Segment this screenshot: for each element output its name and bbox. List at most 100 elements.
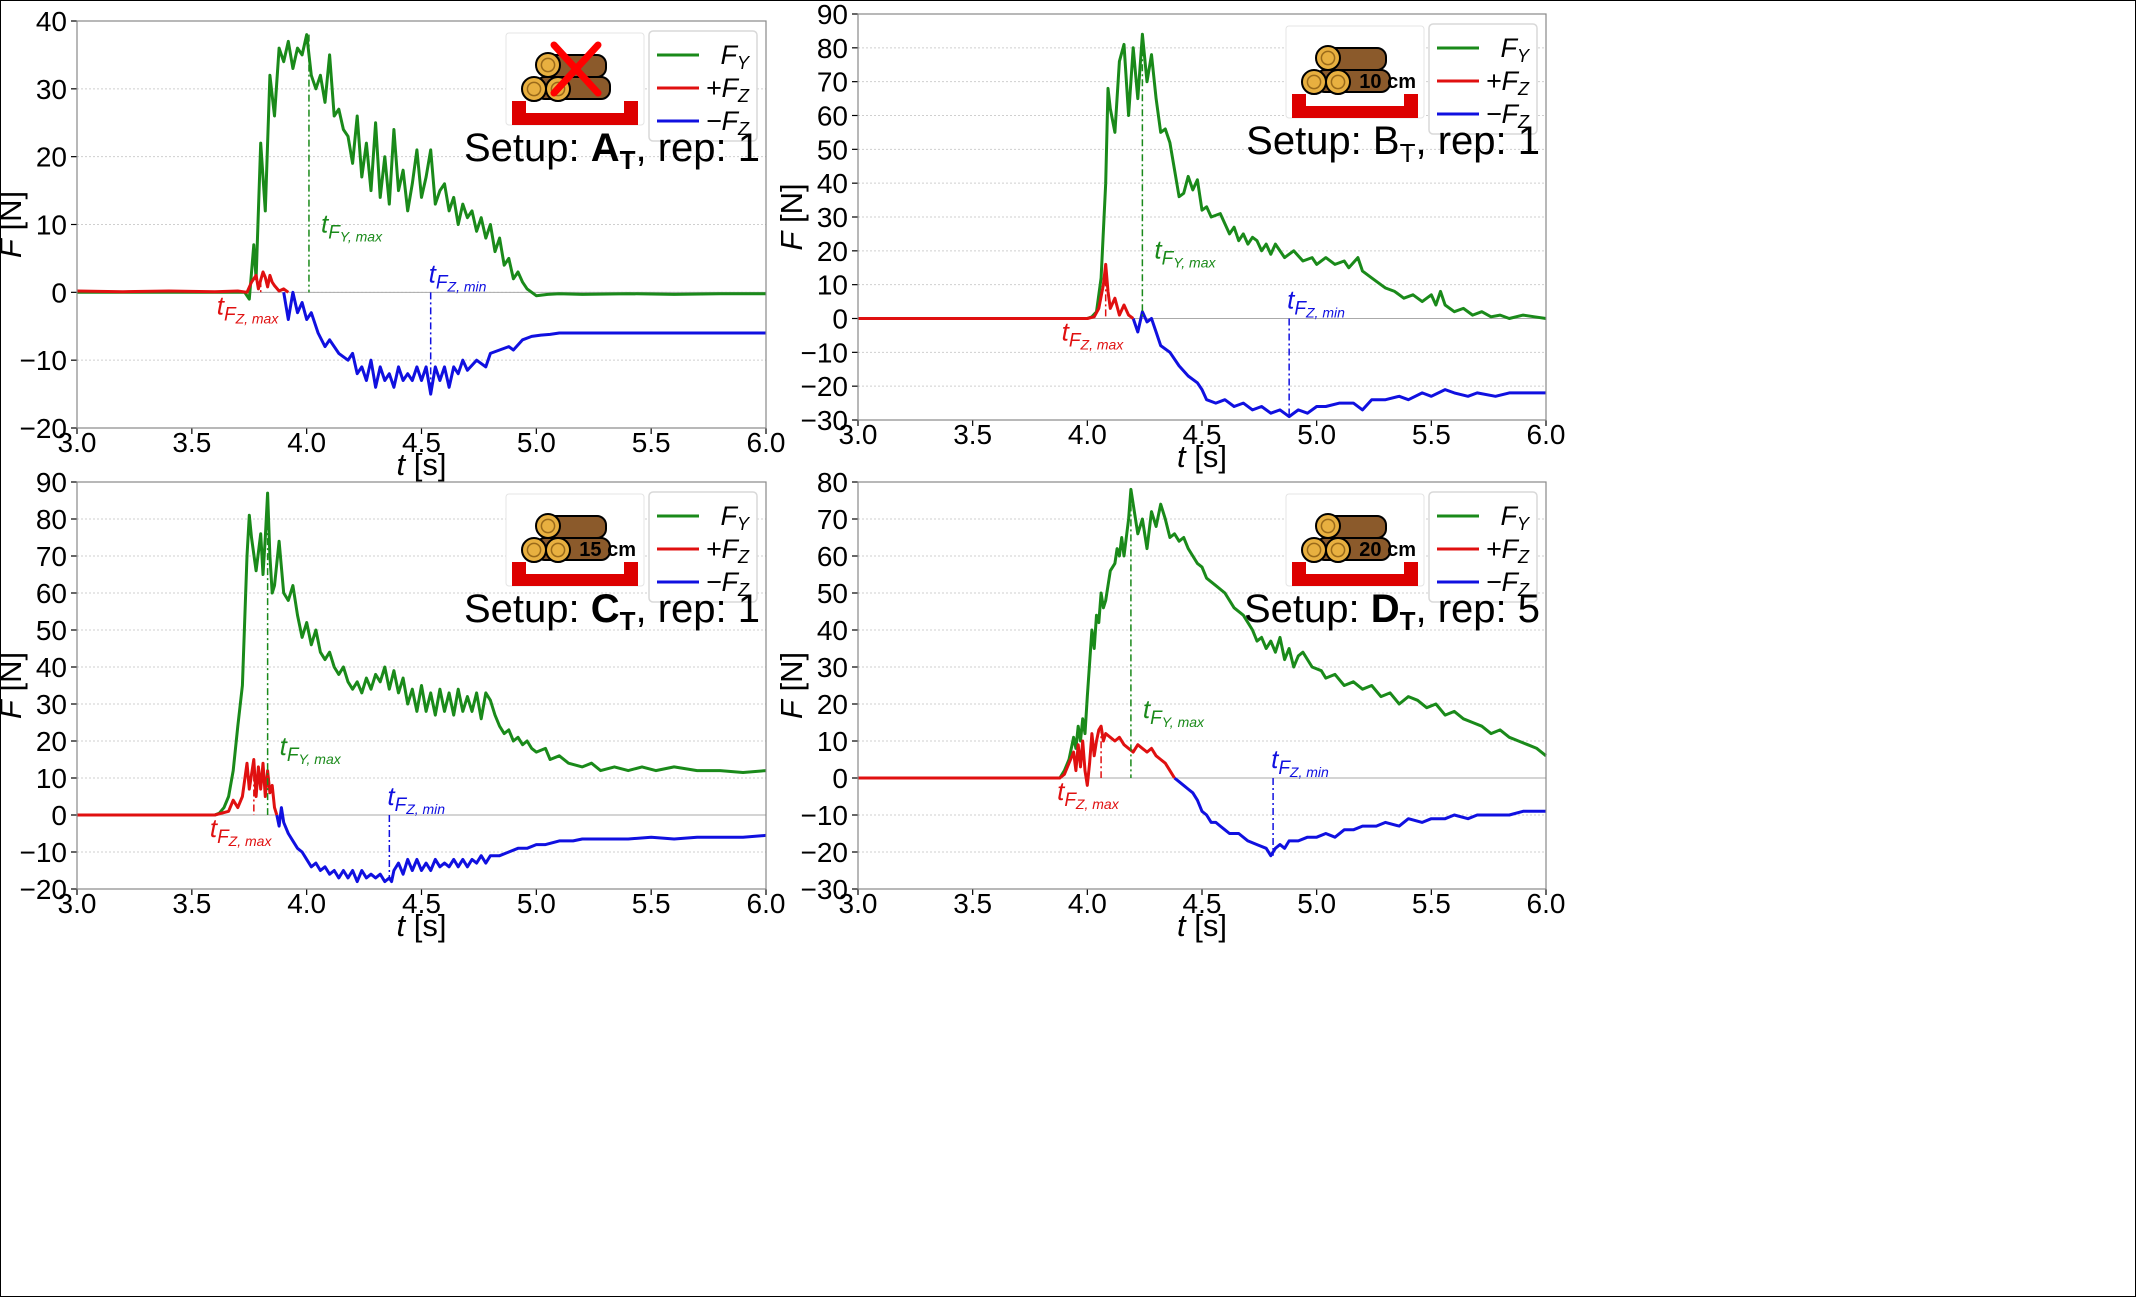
x-tick-label: 4.5 bbox=[402, 427, 441, 458]
y-tick-label: 10 bbox=[36, 210, 67, 241]
x-tick-label: 3.0 bbox=[58, 427, 97, 458]
annotation-t-fz-min: tFZ, min bbox=[387, 781, 445, 817]
y-tick-label: −20 bbox=[20, 874, 68, 905]
annotation-t-fz-max-subsub: Z, max bbox=[235, 310, 280, 326]
annotation-t-fy-max-subsub: Y, max bbox=[298, 751, 341, 767]
x-tick-label: 3.5 bbox=[172, 427, 211, 458]
x-axis-var: t bbox=[1177, 908, 1187, 943]
legend-box bbox=[1428, 491, 1538, 603]
y-tick-label: 0 bbox=[832, 763, 848, 794]
log-end-icon bbox=[521, 537, 547, 563]
legend-entry-fy-label: FY bbox=[1500, 501, 1531, 534]
icon-gap-label: 20 cm bbox=[1359, 539, 1416, 561]
x-tick-label: 5.5 bbox=[1412, 888, 1451, 919]
legend-entry-pos-fz-sub: Z bbox=[737, 547, 750, 567]
annotation-t-fz-min-subsub: Z, min bbox=[405, 801, 445, 817]
x-tick-label: 6.0 bbox=[747, 427, 786, 458]
legend-entry-neg-fz-label: −FZ bbox=[1486, 99, 1530, 132]
y-tick-label: 70 bbox=[817, 504, 848, 535]
legend-entry-pos-fz-text: +F bbox=[1486, 66, 1520, 96]
chart-panel-bottom-left: −20 −10 0 10 20 30 40 50 60 70 80 90 3.0 3.5 4.0 4.5 5.0… bbox=[0, 467, 786, 943]
log-ring-icon bbox=[540, 518, 556, 534]
annotation-t-fz-max-sub: F bbox=[1064, 790, 1077, 811]
annotation-t-fy-max: tFY, max bbox=[280, 731, 342, 767]
annotation-t-fy-max-subsub: Y, max bbox=[1173, 255, 1216, 271]
y-axis-unit: [N] bbox=[774, 183, 809, 231]
y-axis-unit: [N] bbox=[1, 652, 28, 700]
x-tick-label: 6.0 bbox=[1527, 419, 1566, 450]
log-ring-icon bbox=[550, 542, 566, 558]
legend-entry-pos-fz-sub: Z bbox=[737, 86, 750, 106]
x-axis-unit: [s] bbox=[1186, 439, 1227, 474]
y-tick-label: 50 bbox=[817, 578, 848, 609]
y-tick-label: 20 bbox=[817, 689, 848, 720]
y-tick-label: −10 bbox=[20, 345, 68, 376]
y-tick-label: 60 bbox=[36, 578, 67, 609]
x-tick-label: 3.0 bbox=[839, 419, 878, 450]
legend-entry-neg-fz-text: −F bbox=[706, 106, 740, 136]
y-axis-unit: [N] bbox=[1, 191, 28, 239]
y-tick-label: 40 bbox=[36, 652, 67, 683]
y-tick-label: 0 bbox=[51, 800, 67, 831]
y-tick-label: 20 bbox=[36, 726, 67, 757]
tray-icon bbox=[1292, 562, 1418, 586]
y-tick-label: 70 bbox=[36, 541, 67, 572]
x-tick-label: 6.0 bbox=[747, 888, 786, 919]
x-tick-label: 5.0 bbox=[1297, 888, 1336, 919]
y-tick-label: 40 bbox=[817, 615, 848, 646]
y-tick-label: −10 bbox=[20, 837, 68, 868]
series-pos-fz-line bbox=[77, 758, 279, 817]
annotation-t-fy-max-t: t bbox=[321, 208, 330, 238]
legend-entry-neg-fz-sub: Z bbox=[737, 119, 750, 139]
y-tick-label: −10 bbox=[801, 337, 849, 368]
y-tick-label: 30 bbox=[817, 202, 848, 233]
annotation-t-fy-max: tFY, max bbox=[1154, 235, 1216, 271]
legend-entry-pos-fz-sub: Z bbox=[1517, 547, 1530, 567]
y-tick-label: 30 bbox=[817, 652, 848, 683]
log-ring-icon bbox=[526, 81, 542, 97]
log-ring-icon bbox=[1306, 74, 1322, 90]
setup-title-letter: A bbox=[591, 126, 620, 170]
annotation-t-fz-max-sub: F bbox=[217, 827, 230, 848]
x-tick-label: 3.0 bbox=[58, 888, 97, 919]
annotation-t-fz-max-t: t bbox=[217, 290, 226, 320]
annotation-t-fz-max-subsub: Z, max bbox=[1080, 337, 1125, 353]
plot-frame bbox=[76, 481, 767, 890]
y-axis-label: F [N] bbox=[1, 191, 28, 258]
legend-entry-pos-fz-text: +F bbox=[706, 73, 740, 103]
x-axis-label: t [s] bbox=[1177, 439, 1227, 474]
x-tick-label: 3.5 bbox=[172, 888, 211, 919]
legend-box bbox=[648, 491, 758, 603]
plot-frame bbox=[857, 481, 1547, 890]
y-axis-var: F bbox=[774, 698, 809, 719]
legend-box bbox=[648, 30, 758, 142]
y-tick-label: 40 bbox=[817, 168, 848, 199]
annotation-t-fz-max-subsub: Z, max bbox=[228, 833, 273, 849]
tray-icon bbox=[512, 101, 638, 125]
legend-entry-pos-fz-label: +FZ bbox=[1486, 66, 1530, 99]
setup-title-prefix: Setup: bbox=[1246, 119, 1373, 163]
x-tick-label: 5.0 bbox=[517, 427, 556, 458]
y-tick-label: 40 bbox=[36, 6, 67, 37]
x-tick-label: 3.0 bbox=[839, 888, 878, 919]
annotation-t-fz-min-subsub: Z, min bbox=[1289, 764, 1329, 780]
annotation-t-fz-max-t: t bbox=[1062, 317, 1071, 347]
log-end-icon bbox=[545, 537, 571, 563]
x-tick-label: 3.5 bbox=[953, 419, 992, 450]
x-tick-label: 4.5 bbox=[1183, 419, 1222, 450]
x-axis-unit: [s] bbox=[1186, 908, 1227, 943]
legend-entry-neg-fz-label: −FZ bbox=[706, 567, 750, 600]
x-tick-label: 5.0 bbox=[517, 888, 556, 919]
series-neg-fz-line bbox=[1173, 776, 1546, 858]
x-tick-label: 5.5 bbox=[632, 888, 671, 919]
series-neg-fz-line bbox=[282, 290, 766, 396]
x-tick-label: 5.0 bbox=[1297, 419, 1336, 450]
y-tick-label: 30 bbox=[36, 689, 67, 720]
legend-entry-neg-fz-sub: Z bbox=[737, 580, 750, 600]
legend-entry-pos-fz-text: +F bbox=[1486, 534, 1520, 564]
y-tick-label: −30 bbox=[801, 405, 849, 436]
setup-icon: 15 cm bbox=[505, 493, 645, 587]
tray-icon bbox=[1292, 94, 1418, 118]
setup-title-letter: D bbox=[1371, 587, 1400, 631]
